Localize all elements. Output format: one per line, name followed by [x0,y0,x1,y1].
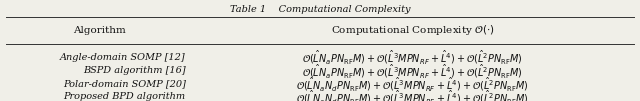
Text: $\mathcal{O}(\hat{L}N_a N_d P N_{\mathrm{RF}} M)+\mathcal{O}(\hat{L}^3 M P N_{RF: $\mathcal{O}(\hat{L}N_a N_d P N_{\mathrm… [296,88,529,101]
Text: $\mathcal{O}(\hat{L}N_a N_d P N_{\mathrm{RF}} M)+\mathcal{O}(\hat{L}^3 M P N_{RF: $\mathcal{O}(\hat{L}N_a N_d P N_{\mathrm… [296,75,529,93]
Text: $\mathcal{O}(\hat{L}N_a P N_{\mathrm{RF}} M)+\mathcal{O}(\hat{L}^3 M P N_{RF}+\h: $\mathcal{O}(\hat{L}N_a P N_{\mathrm{RF}… [302,62,524,80]
Text: Table 1    Computational Complexity: Table 1 Computational Complexity [230,5,410,14]
Text: Angle-domain SOMP [12]: Angle-domain SOMP [12] [60,53,186,62]
Text: BSPD algorithm [16]: BSPD algorithm [16] [83,66,186,75]
Text: Polar-domain SOMP [20]: Polar-domain SOMP [20] [63,79,186,88]
Text: Computational Complexity $\mathcal{O}(\cdot)$: Computational Complexity $\mathcal{O}(\c… [331,23,495,37]
Text: $\mathcal{O}(\hat{L}N_a P N_{\mathrm{RF}} M)+\mathcal{O}(\hat{L}^3 M P N_{RF}+\h: $\mathcal{O}(\hat{L}N_a P N_{\mathrm{RF}… [302,49,524,66]
Text: Algorithm: Algorithm [73,26,125,35]
Text: Proposed BPD algorithm: Proposed BPD algorithm [63,92,186,101]
